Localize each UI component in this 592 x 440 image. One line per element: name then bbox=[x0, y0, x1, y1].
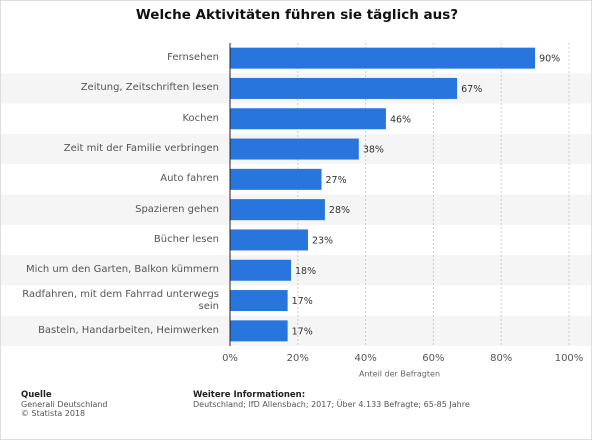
source-line: © Statista 2018 bbox=[21, 409, 86, 418]
value-label: 90% bbox=[539, 54, 560, 65]
bar bbox=[230, 168, 322, 190]
info-line: Deutschland; IfD Allensbach; 2017; Über … bbox=[193, 400, 470, 409]
bar bbox=[230, 77, 458, 99]
bar bbox=[230, 47, 536, 69]
value-label: 17% bbox=[292, 296, 313, 307]
value-label: 18% bbox=[295, 266, 316, 277]
row-stripe bbox=[1, 315, 591, 346]
info-heading: Weitere Informationen: bbox=[193, 390, 306, 400]
x-tick-label: 100% bbox=[555, 353, 584, 364]
source-heading: Quelle bbox=[21, 390, 52, 400]
category-label: Auto fahren bbox=[160, 173, 219, 185]
x-tick-label: 60% bbox=[422, 353, 444, 364]
bar bbox=[230, 199, 325, 221]
category-label: Fernsehen bbox=[167, 52, 219, 64]
category-label: Bücher lesen bbox=[153, 233, 219, 245]
x-axis-label: Anteil der Befragten bbox=[359, 370, 440, 379]
x-tick-label: 40% bbox=[354, 353, 376, 364]
category-label: Basteln, Handarbeiten, Heimwerken bbox=[38, 324, 219, 336]
row-stripe bbox=[1, 255, 591, 286]
category-label: Radfahren, mit dem Fahrrad unterwegs sei… bbox=[22, 288, 219, 312]
value-label: 27% bbox=[326, 175, 347, 186]
bar bbox=[230, 259, 292, 281]
category-label: Mich um den Garten, Balkon kümmern bbox=[25, 264, 219, 276]
value-label: 17% bbox=[292, 326, 313, 337]
x-tick-label: 0% bbox=[222, 353, 238, 364]
bar bbox=[230, 290, 288, 312]
category-label: Zeit mit der Familie verbringen bbox=[63, 143, 219, 155]
bar bbox=[230, 229, 308, 251]
category-label: Kochen bbox=[182, 112, 219, 124]
x-tick-label: 20% bbox=[287, 353, 309, 364]
category-label: Spazieren gehen bbox=[135, 203, 219, 215]
category-label: Zeitung, Zeitschriften lesen bbox=[80, 82, 219, 94]
value-label: 23% bbox=[312, 235, 333, 246]
value-label: 67% bbox=[461, 84, 482, 95]
source-line: Generali Deutschland bbox=[21, 400, 108, 409]
value-label: 46% bbox=[390, 114, 411, 125]
bar bbox=[230, 320, 288, 342]
x-tick-label: 80% bbox=[490, 353, 512, 364]
value-label: 38% bbox=[363, 145, 384, 156]
bar bbox=[230, 108, 386, 130]
bar bbox=[230, 138, 359, 160]
chart-title: Welche Aktivitäten führen sie täglich au… bbox=[136, 7, 458, 23]
value-label: 28% bbox=[329, 205, 350, 216]
